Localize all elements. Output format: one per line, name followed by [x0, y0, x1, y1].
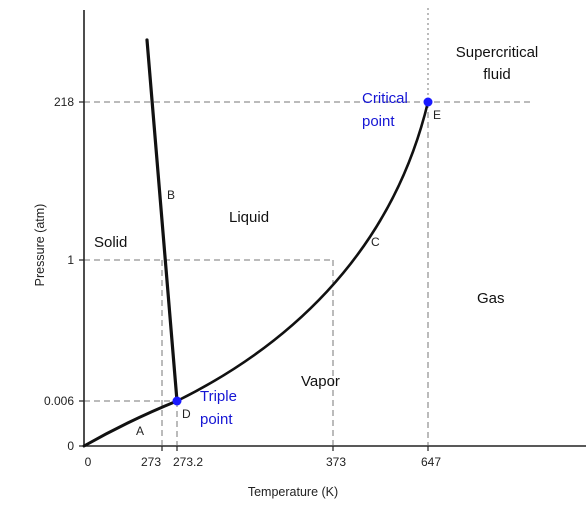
triple-point-label-line2: point: [200, 411, 233, 428]
y-tick-label-218: 218: [54, 95, 74, 109]
curve-letter-e: E: [433, 108, 441, 122]
x-tick-label-0: 0: [85, 455, 92, 469]
x-tick-label-647: 647: [421, 455, 441, 469]
region-supercritical-label-line2: fluid: [483, 66, 511, 83]
region-gas-label: Gas: [477, 290, 505, 307]
curve-letter-d: D: [182, 407, 191, 421]
x-tick-label-373: 373: [326, 455, 346, 469]
curve-letter-a: A: [136, 424, 144, 438]
region-supercritical-label-line1: Supercritical: [456, 44, 539, 61]
triple-point-label-line1: Triple: [200, 388, 237, 405]
tick-marks: [79, 101, 429, 451]
y-tick-label-0: 0: [67, 439, 74, 453]
region-liquid-label: Liquid: [229, 209, 269, 226]
curve-letter-b: B: [167, 188, 175, 202]
curve-a-sublimation: [82, 399, 179, 448]
triple-point-marker: [172, 396, 182, 406]
x-tick-label-2732: 273.2: [173, 455, 203, 469]
curve-c-vaporization: [175, 100, 430, 403]
x-tick-label-273: 273: [141, 455, 161, 469]
region-solid-label: Solid: [94, 234, 127, 251]
critical-point-marker: [423, 97, 433, 107]
reference-lines: [84, 101, 532, 445]
y-tick-label-0006: 0.006: [44, 394, 74, 408]
curve-letter-c: C: [371, 235, 380, 249]
y-tick-label-1: 1: [67, 253, 74, 267]
curve-b-fusion: [145, 38, 179, 403]
region-vapor-label: Vapor: [301, 373, 340, 390]
critical-point-label-line2: point: [362, 113, 395, 130]
y-axis-title: Pressure (atm): [33, 204, 47, 287]
x-axis-title: Temperature (K): [248, 485, 338, 499]
critical-point-label-line1: Critical: [362, 90, 408, 107]
